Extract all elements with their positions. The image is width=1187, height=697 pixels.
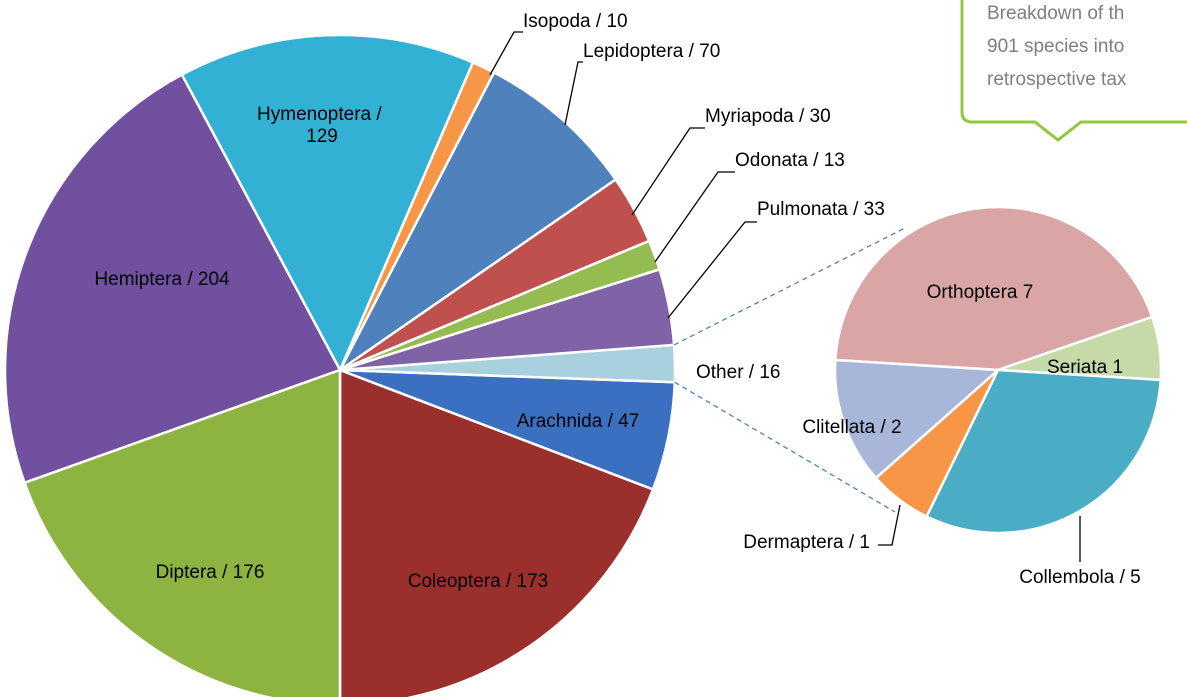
data-label: Clitellata / 2 xyxy=(802,417,901,438)
data-label: Orthoptera 7 xyxy=(927,282,1034,303)
leader-line xyxy=(564,61,583,126)
data-label: Seriata 1 xyxy=(1047,357,1123,378)
data-label: Pulmonata / 33 xyxy=(757,199,885,220)
pie-slice xyxy=(338,368,655,697)
data-label: Hemiptera / 204 xyxy=(94,269,230,290)
data-label: Diptera / 176 xyxy=(156,562,265,583)
leader-line xyxy=(654,171,735,263)
pie-slice xyxy=(338,70,618,372)
pie-slice xyxy=(3,72,342,485)
data-label: Arachnida / 47 xyxy=(517,411,640,432)
pie-slice xyxy=(924,368,1163,535)
annotation: retrospective tax xyxy=(987,69,1127,90)
data-label: Coleoptera / 173 xyxy=(408,571,549,592)
callout-box xyxy=(960,0,1187,142)
pie-slice xyxy=(22,368,342,697)
leader-line xyxy=(878,504,901,546)
leader-line xyxy=(489,31,523,76)
data-label: Hymenoptera / 129 xyxy=(257,104,387,147)
data-label: Lepidoptera / 70 xyxy=(583,41,720,62)
data-label: Myriapoda / 30 xyxy=(705,106,831,127)
pie-slice xyxy=(180,33,475,373)
data-label: Other / 16 xyxy=(696,362,781,383)
data-label: Isopoda / 10 xyxy=(523,11,628,32)
connector-line xyxy=(673,227,906,346)
annotation: Breakdown of th xyxy=(987,3,1124,24)
data-label: Odonata / 13 xyxy=(735,150,845,171)
data-label: Collembola / 5 xyxy=(1019,567,1140,588)
leader-line xyxy=(631,127,705,216)
leader-line xyxy=(667,221,757,319)
connector-line xyxy=(674,381,896,513)
pie-slice xyxy=(833,205,1154,372)
data-label: Dermaptera / 1 xyxy=(743,532,870,553)
annotation: 901 species into xyxy=(987,36,1124,57)
pie-slice xyxy=(833,358,1002,480)
